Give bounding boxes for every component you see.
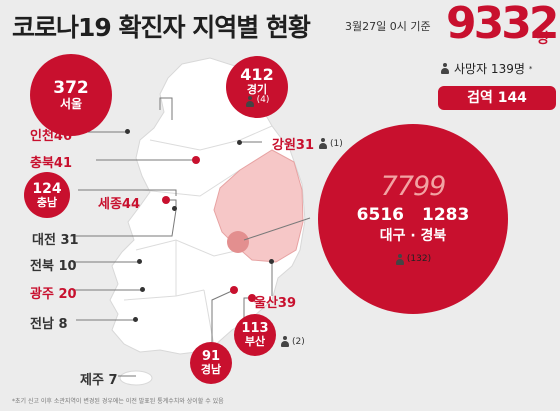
seoul-bubble: 372 서울 bbox=[30, 54, 112, 136]
incheon-dot bbox=[125, 129, 130, 134]
daejeon-dot bbox=[172, 206, 177, 211]
seoul-name: 서울 bbox=[59, 96, 83, 111]
busan-deaths: (2) bbox=[280, 336, 305, 347]
gwangju-label: 광주 20 bbox=[30, 287, 77, 302]
person-icon bbox=[395, 253, 405, 265]
daegu-gyeongbuk-total: 7799 bbox=[380, 171, 447, 203]
sejong-dot bbox=[162, 196, 170, 204]
person-icon bbox=[440, 63, 450, 74]
jeonbuk-label: 전북 10 bbox=[30, 259, 77, 274]
person-icon bbox=[280, 336, 290, 347]
quarantine-badge: 검역 144 bbox=[438, 86, 556, 110]
gangwon-deaths: (1) bbox=[318, 138, 343, 149]
gyeongbuk-count: 1283 bbox=[422, 205, 470, 226]
total-unit: 명 bbox=[536, 31, 549, 47]
page-title: 코로나19 확진자 지역별 현황 bbox=[12, 13, 311, 42]
gyeonggi-count: 412 bbox=[240, 65, 274, 85]
jeju-label: 제주 7 bbox=[80, 373, 118, 388]
busan-count: 113 bbox=[241, 321, 269, 337]
busan-dot bbox=[248, 294, 256, 302]
daegu-gyeongbuk-split: 6516 1283 bbox=[357, 207, 470, 225]
gyeonggi-bubble: 412 경기 (4) bbox=[226, 56, 288, 118]
gangwon-dot bbox=[237, 140, 242, 145]
jeju-shape bbox=[119, 370, 153, 386]
gangwon-label: 강원31 bbox=[272, 138, 315, 153]
total-cases: 9332 bbox=[446, 0, 559, 49]
incheon-label: 인천46 bbox=[30, 129, 73, 144]
gyeongnam-count: 91 bbox=[201, 349, 221, 365]
chungnam-bubble: 124 충남 bbox=[24, 172, 70, 218]
sejong-label: 세종44 bbox=[98, 197, 141, 212]
ulsan-dot bbox=[269, 259, 274, 264]
chungbuk-label: 충북41 bbox=[30, 156, 73, 171]
footnote: *초기 신고 이후 소관지역이 변경된 경우에는 이전 발표된 통계수치와 상이… bbox=[12, 398, 224, 405]
gwangju-dot bbox=[140, 287, 145, 292]
seoul-count: 372 bbox=[53, 77, 89, 98]
person-icon bbox=[318, 138, 328, 149]
person-icon bbox=[245, 95, 255, 107]
jeonnam-dot bbox=[133, 317, 138, 322]
gyeongnam-bubble: 91 경남 bbox=[190, 342, 232, 384]
busan-bubble: 113 부산 bbox=[234, 314, 276, 356]
gyeonggi-deaths: (4) bbox=[245, 95, 269, 107]
chungbuk-dot bbox=[192, 156, 200, 164]
daejeon-label: 대전 31 bbox=[32, 233, 79, 248]
daegu-gyeongbuk-name: 대구 · 경북 bbox=[379, 228, 447, 245]
busan-name: 부산 bbox=[244, 335, 266, 349]
chungnam-count: 124 bbox=[32, 180, 62, 197]
gyeongnam-name: 경남 bbox=[200, 363, 222, 377]
deaths-summary: 사망자 139명 * bbox=[440, 60, 532, 77]
deaths-note: * bbox=[528, 64, 533, 73]
deaths-text: 사망자 139명 bbox=[454, 62, 525, 76]
jeonbuk-dot bbox=[137, 259, 142, 264]
daegu-gyeongbuk-deaths: (132) bbox=[395, 254, 431, 265]
gyeonggi-name: 경기 bbox=[246, 83, 268, 97]
reference-date: 3월27일 0시 기준 bbox=[345, 20, 431, 33]
gyeongnam-dot bbox=[230, 286, 238, 294]
daegu-count: 6516 bbox=[356, 205, 404, 226]
jeonnam-label: 전남 8 bbox=[30, 317, 68, 332]
daegu-area bbox=[227, 231, 249, 253]
daegu-gyeongbuk-bubble: 7799 6516 1283 대구 · 경북 (132) bbox=[318, 124, 508, 314]
chungnam-name: 충남 bbox=[36, 195, 58, 209]
ulsan-label: 울산39 bbox=[254, 296, 297, 311]
